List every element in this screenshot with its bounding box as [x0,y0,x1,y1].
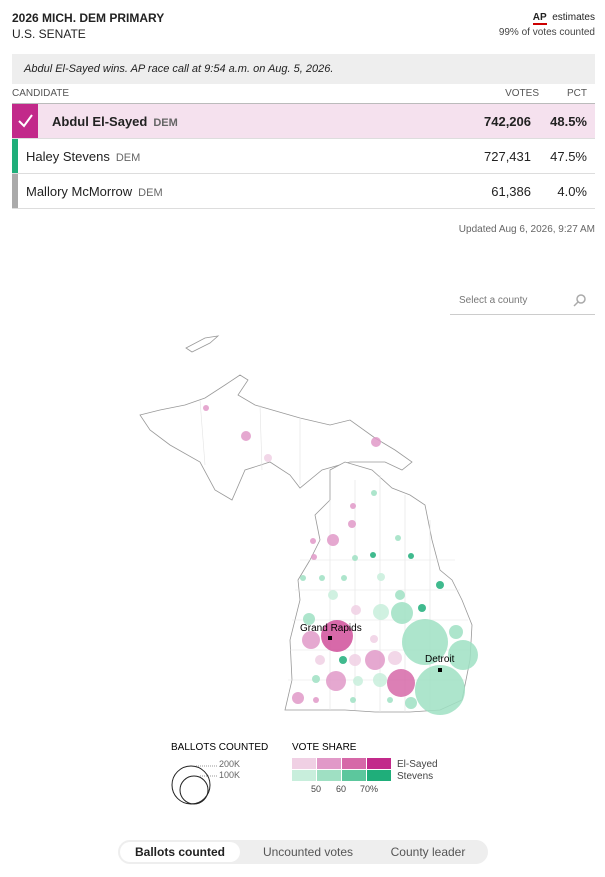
reporting: 99% of votes counted [498,27,595,38]
city-dot [438,668,442,672]
size-label: 100K [219,770,240,780]
tab[interactable]: Ballots counted [120,842,240,862]
size-circle [171,765,211,805]
city-label: Grand Rapids [300,623,362,634]
tab-bar: Ballots counted Uncounted votes County l… [118,840,488,864]
col-header: VOTES [505,88,539,99]
row: Haley Stevens DEM 727,431 47.5% [12,139,595,174]
col-header: CANDIDATE [12,88,70,99]
share-tick: 70% [360,784,378,794]
party: DEM [115,152,141,164]
county-bubbles [203,405,478,715]
pct: 4.0% [557,184,587,199]
candidate-name: Mallory McMorrow [26,184,133,199]
source: AP [532,12,547,25]
city-label: Detroit [425,654,455,665]
search-placeholder: Select a county [459,295,528,306]
party: DEM [153,117,178,129]
size-circle [179,775,209,805]
tab[interactable]: County leader [390,845,466,859]
search-icon [573,294,586,307]
table-header: CANDIDATE VOTES PCT [12,88,595,104]
estimates: estimates [552,12,595,23]
col-header: PCT [567,88,587,99]
check-icon [18,114,33,128]
source-line: AP estimates [532,12,595,25]
city-dot [328,636,332,640]
share-tick: 50 [311,784,321,794]
row: Abdul El-Sayed DEM 742,206 48.5% [12,104,595,139]
party: DEM [138,187,163,199]
row: Mallory McMorrow DEM 61,386 4.0% [12,174,595,209]
tab[interactable]: Uncounted votes [262,845,354,859]
votes: 727,431 [484,149,531,164]
candidate-name: Abdul El-Sayed [52,114,148,129]
subtitle: U.S. SENATE [12,27,86,41]
votes: 61,386 [491,184,531,199]
color-bar [12,174,18,208]
pct: 47.5% [550,149,587,164]
race-call: Abdul El-Sayed wins. AP race call at 9:5… [12,54,595,84]
winner-check [12,104,38,138]
color-bar [12,139,18,173]
title: 2026 MICH. DEM PRIMARY [12,11,165,25]
legend-title: VOTE SHARE [292,742,357,753]
votes: 742,206 [484,114,531,129]
county-search[interactable]: Select a county [450,290,595,315]
share-tick: 60 [336,784,346,794]
share-name: Stevens [397,771,433,782]
pct: 48.5% [550,114,587,129]
updated: Updated Aug 6, 2026, 9:27 AM [458,224,595,235]
size-label: 200K [219,759,240,769]
share-name: El-Sayed [397,759,438,770]
candidate-name: Haley Stevens [26,149,110,164]
legend-title: BALLOTS COUNTED [171,742,268,753]
share-swatches [292,758,391,781]
